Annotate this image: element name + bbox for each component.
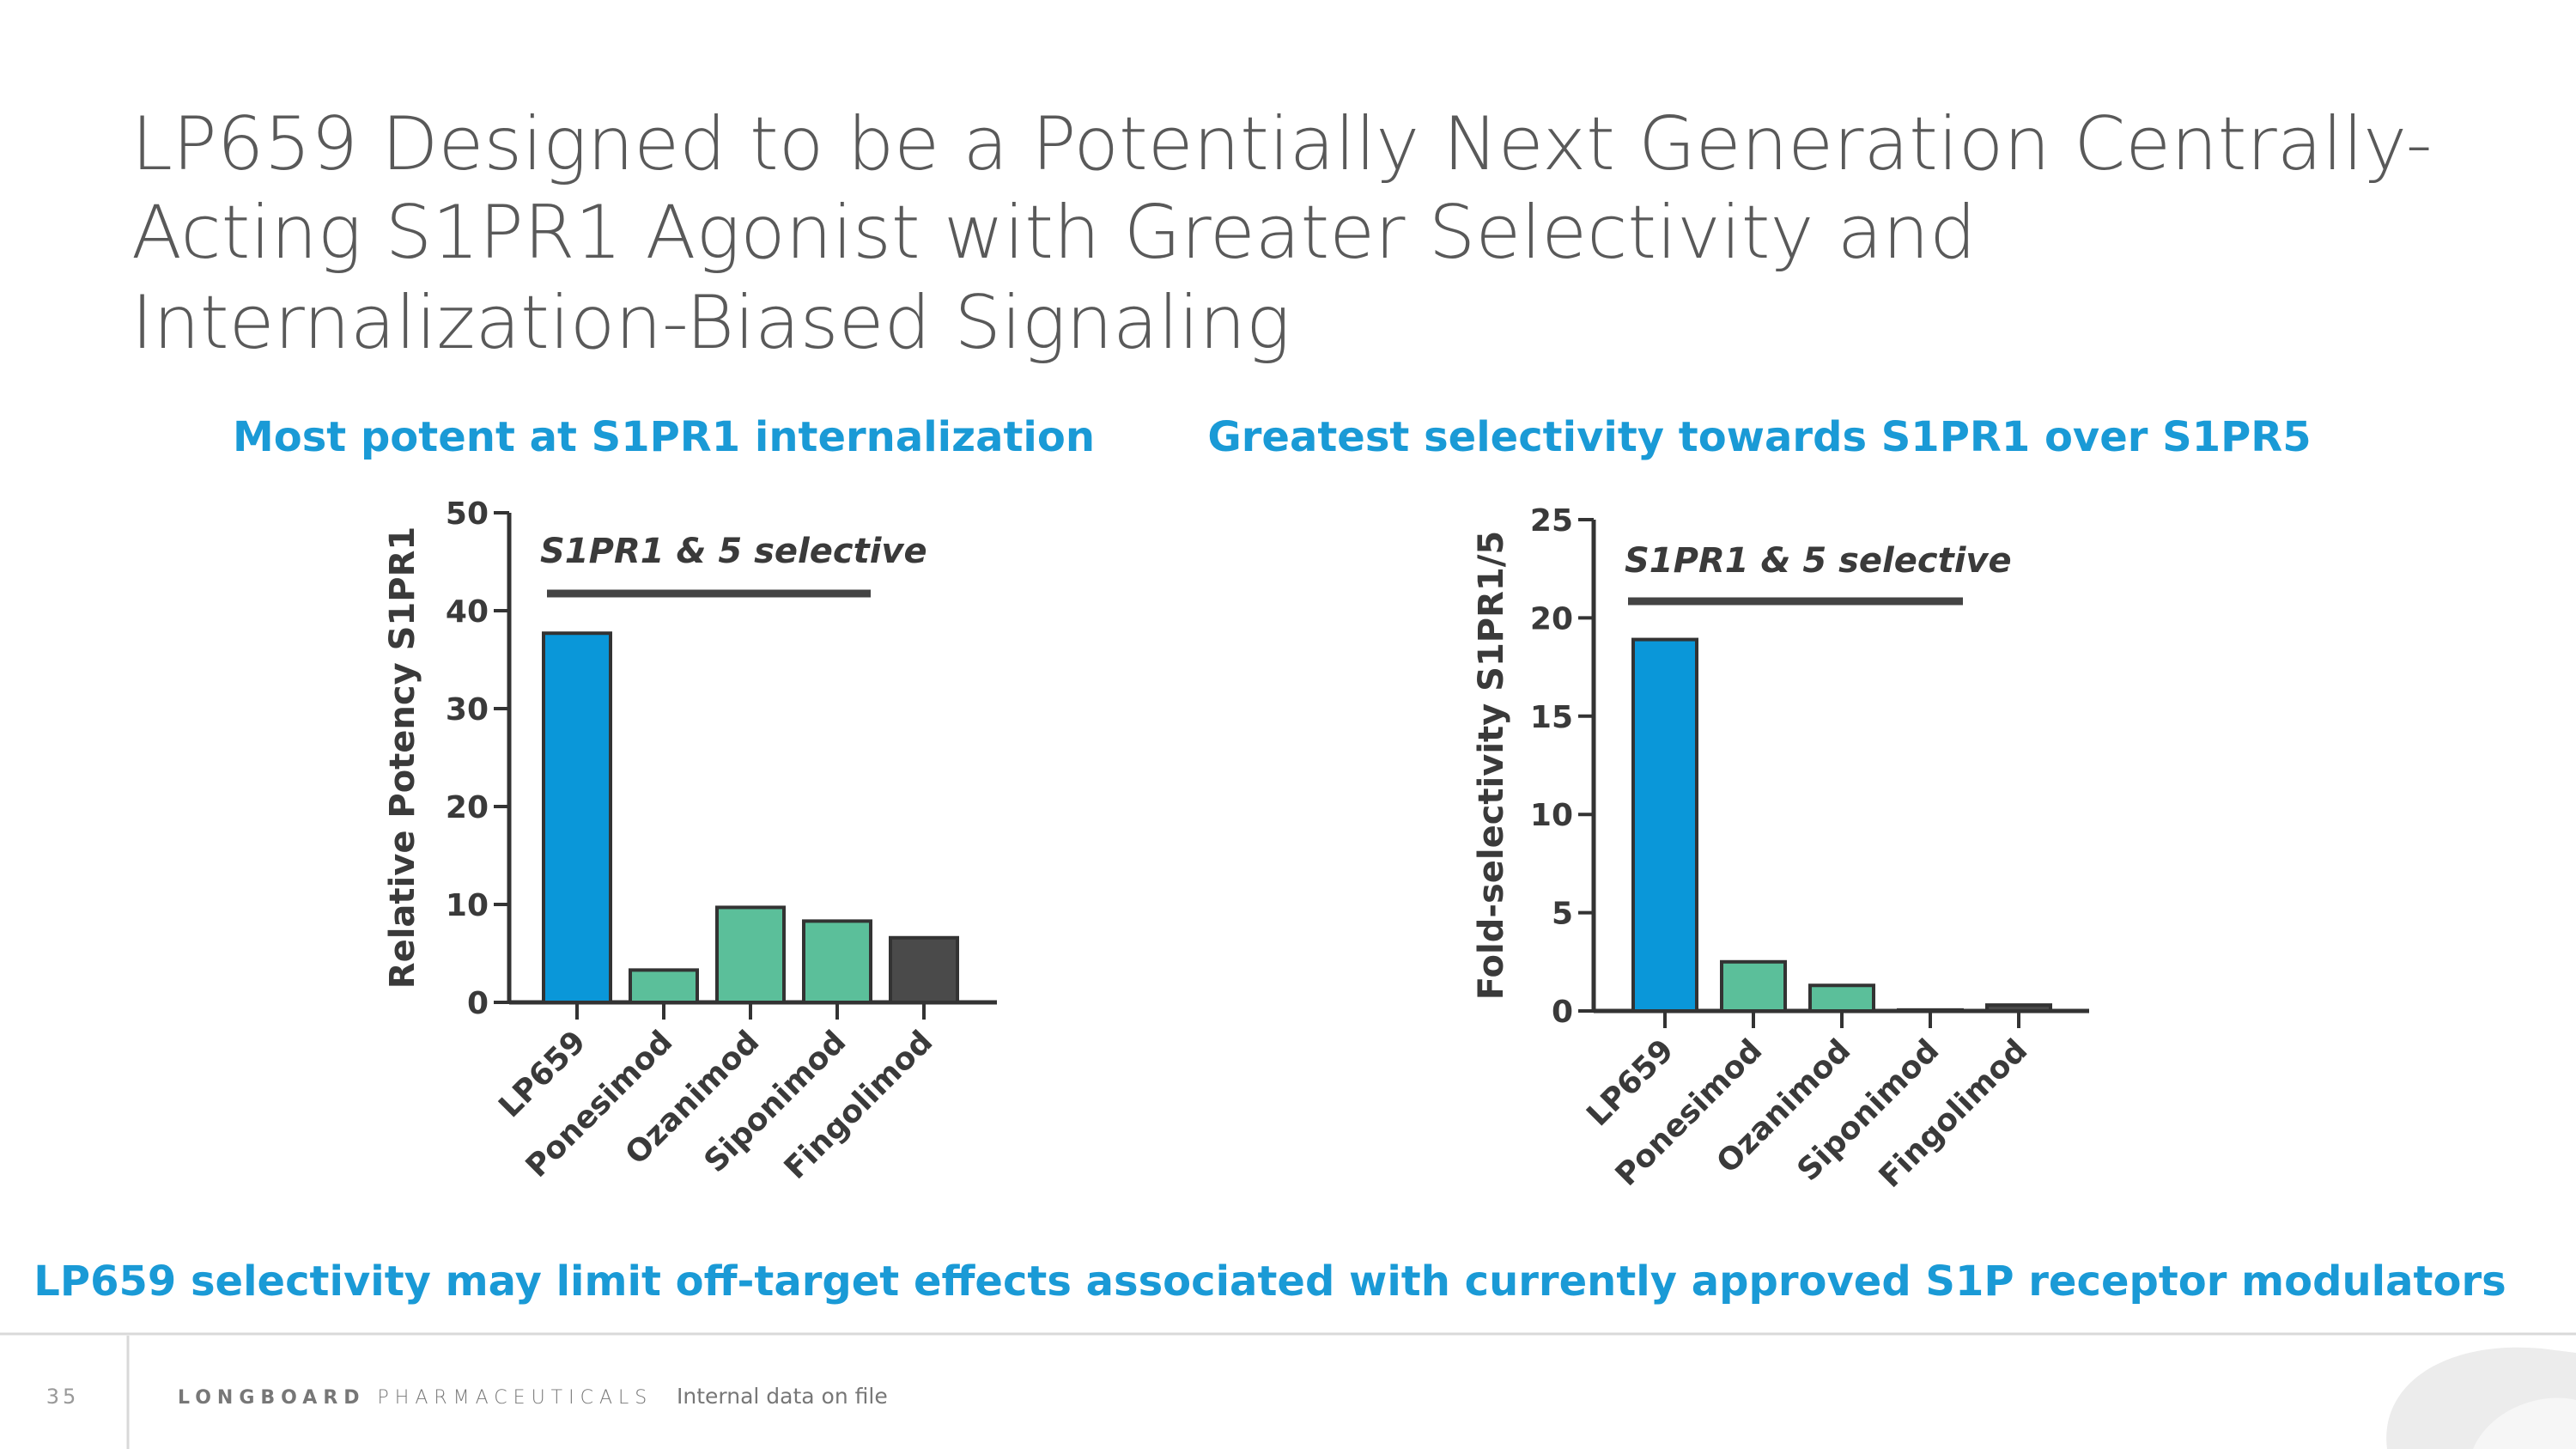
chart-title: Most potent at S1PR1 internalization [233,413,1095,461]
slide-title: LP659 Designed to be a Potentially Next … [131,101,2433,187]
y-tick-label: 20 [1530,601,1573,636]
annotation: S1PR1 & 5 selective [540,532,927,571]
y-tick-label: 20 [446,790,489,825]
y-tick-label: 10 [1530,798,1573,833]
bar [1985,1003,2052,1013]
bar [1808,983,1875,1013]
bar [802,919,872,1005]
slide-title: Internalization-Biased Signaling [131,280,1291,366]
chart-title: Greatest selectivity towards S1PR1 over … [1207,413,2311,461]
y-tick-label: 0 [467,986,489,1021]
annotation: S1PR1 & 5 selective [1625,541,2012,581]
y-axis-label: Relative Potency S1PR1 [383,527,422,989]
y-axis-label: Fold-selectivity S1PR1/5 [1472,531,1511,1000]
y-tick-label: 40 [446,594,489,630]
y-tick-label: 15 [1530,700,1573,735]
y-tick-label: 25 [1530,503,1573,539]
logo [2386,1347,2576,1449]
bar [715,905,786,1005]
y-tick-label: 0 [1552,995,1573,1030]
bar [1897,1008,1964,1013]
conclusion: LP659 selectivity may limit off-target e… [33,1257,2506,1306]
page-number: 35 [46,1385,80,1409]
bar [629,968,699,1005]
bar [542,631,612,1004]
y-tick-label: 30 [446,692,489,728]
brand-light: PHARMACEUTICALS [378,1387,653,1409]
bar [1720,959,1787,1014]
brand-bold: LONGBOARD [178,1387,366,1409]
bar [1631,637,1698,1013]
x-tick-label: Fingolimod [778,1024,940,1186]
bar [889,935,959,1005]
y-tick-label: 50 [446,496,489,532]
footer-note: Internal data on file [677,1384,888,1409]
brand: LONGBOARD PHARMACEUTICALS [178,1387,653,1409]
y-tick-label: 10 [446,888,489,923]
y-tick-label: 5 [1552,897,1573,932]
slide-title: Acting S1PR1 Agonist with Greater Select… [131,190,1977,276]
